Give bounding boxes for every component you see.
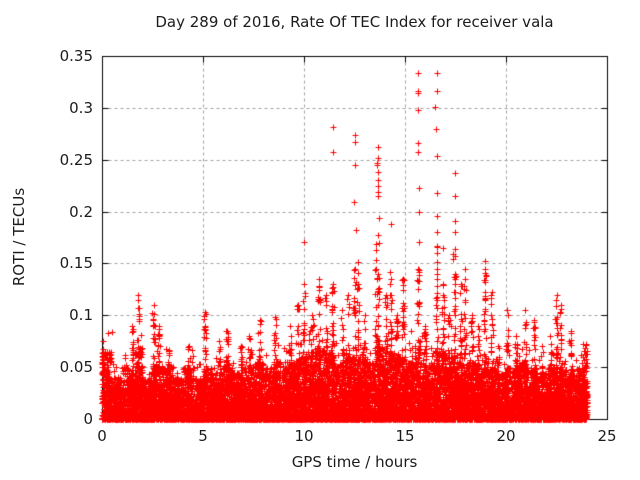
x-tick-label: 0 [97, 427, 107, 445]
x-tick-label: 20 [496, 427, 516, 445]
y-tick-label: 0.15 [59, 254, 93, 273]
x-tick-label: 25 [597, 427, 617, 445]
y-tick-label: 0 [83, 410, 93, 428]
y-tick-label: 0.25 [59, 150, 93, 169]
x-tick-label: 5 [198, 427, 208, 445]
y-tick-label: 0.05 [59, 358, 93, 377]
x-tick-label: 10 [294, 427, 314, 445]
y-tick-label: 0.1 [69, 306, 93, 325]
y-tick-label: 0.35 [59, 47, 93, 65]
y-tick-label: 0.2 [69, 202, 93, 221]
y-axis-label: ROTI / TECUs [10, 187, 28, 287]
x-axis-label: GPS time / hours [291, 453, 418, 471]
y-tick-label: 0.3 [69, 98, 93, 117]
x-tick-label: 15 [395, 427, 415, 445]
chart-title: Day 289 of 2016, Rate Of TEC Index for r… [155, 13, 554, 31]
